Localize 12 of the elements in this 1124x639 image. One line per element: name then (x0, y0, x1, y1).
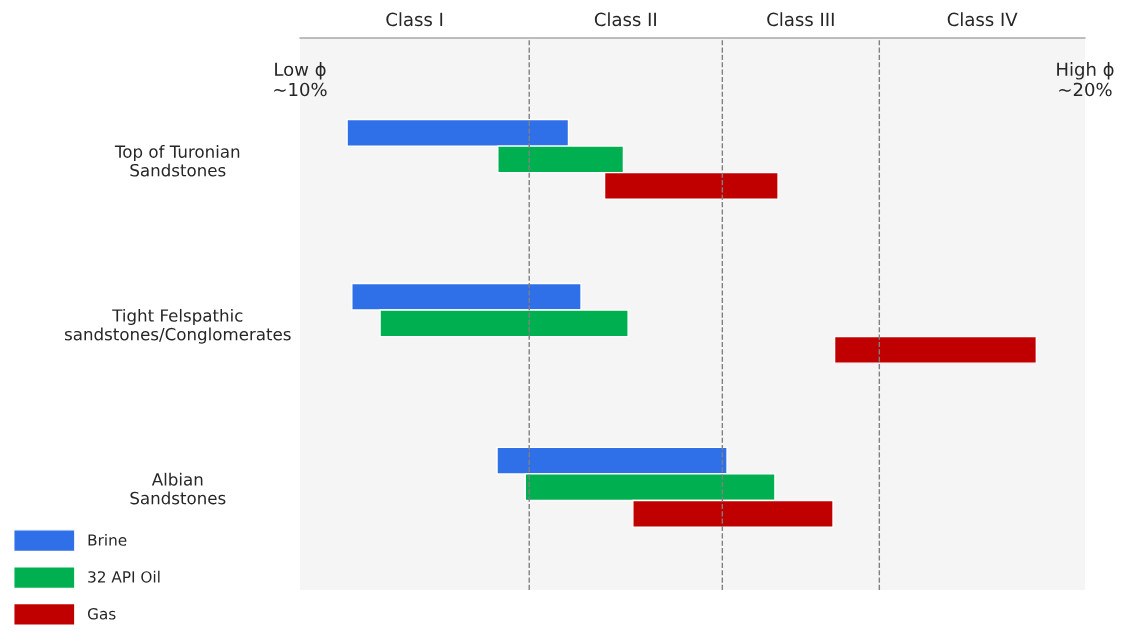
legend-label: 32 API Oil (88, 570, 160, 583)
band-label: Class II (594, 12, 656, 27)
band-label: Class IV (947, 12, 1018, 27)
y-tick-label: Tight Felspathic sandstones/Conglomerates (64, 308, 291, 344)
x-tick-label: Low ϕ ~10% (274, 62, 327, 97)
x-tick-label: High ϕ ~20% (1057, 62, 1114, 97)
legend-label: Brine (88, 533, 127, 546)
y-tick-label: Top of Turonian Sandstones (114, 144, 240, 177)
y-tick-label: Albian Sandstones (130, 472, 226, 505)
band-label: Class I (386, 12, 443, 27)
band-label: Class III (767, 12, 834, 27)
legend-label: Gas (87, 608, 116, 620)
